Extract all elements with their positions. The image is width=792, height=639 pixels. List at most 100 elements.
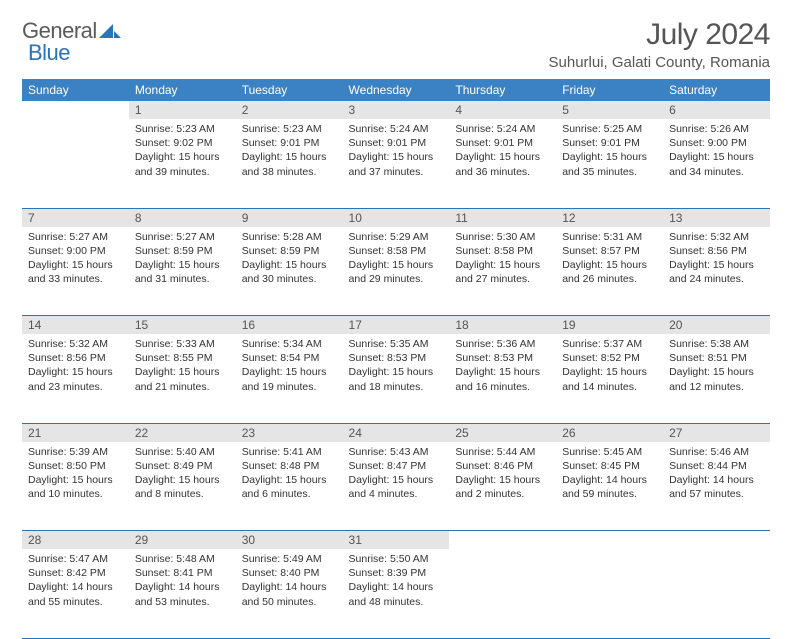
sunset-text: Sunset: 8:45 PM [562, 459, 657, 473]
sunset-text: Sunset: 8:59 PM [135, 244, 230, 258]
sunrise-text: Sunrise: 5:34 AM [242, 337, 337, 351]
daylight-text: Daylight: 15 hours and 33 minutes. [28, 258, 123, 286]
sunrise-text: Sunrise: 5:27 AM [28, 230, 123, 244]
daylight-text: Daylight: 15 hours and 27 minutes. [455, 258, 550, 286]
title-block: July 2024 Suhurlui, Galati County, Roman… [549, 18, 771, 71]
sunrise-text: Sunrise: 5:25 AM [562, 122, 657, 136]
sunrise-text: Sunrise: 5:47 AM [28, 552, 123, 566]
sunset-text: Sunset: 8:42 PM [28, 566, 123, 580]
sunset-text: Sunset: 9:01 PM [562, 136, 657, 150]
sunset-text: Sunset: 8:48 PM [242, 459, 337, 473]
sunset-text: Sunset: 8:44 PM [669, 459, 764, 473]
sunset-text: Sunset: 8:52 PM [562, 351, 657, 365]
sunset-text: Sunset: 8:51 PM [669, 351, 764, 365]
day-number-row: 28293031 [22, 531, 770, 550]
sunrise-text: Sunrise: 5:32 AM [28, 337, 123, 351]
sunset-text: Sunset: 8:56 PM [28, 351, 123, 365]
daylight-text: Daylight: 15 hours and 14 minutes. [562, 365, 657, 393]
day-number [449, 531, 556, 550]
sunset-text: Sunset: 8:55 PM [135, 351, 230, 365]
day-cell: Sunrise: 5:28 AMSunset: 8:59 PMDaylight:… [236, 227, 343, 316]
day-number: 20 [663, 316, 770, 335]
day-cell: Sunrise: 5:32 AMSunset: 8:56 PMDaylight:… [22, 334, 129, 423]
day-number: 3 [343, 101, 450, 119]
weekday-header: Monday [129, 79, 236, 101]
sunrise-text: Sunrise: 5:39 AM [28, 445, 123, 459]
day-cell: Sunrise: 5:39 AMSunset: 8:50 PMDaylight:… [22, 442, 129, 531]
daylight-text: Daylight: 15 hours and 12 minutes. [669, 365, 764, 393]
day-cell: Sunrise: 5:23 AMSunset: 9:01 PMDaylight:… [236, 119, 343, 208]
daylight-text: Daylight: 15 hours and 16 minutes. [455, 365, 550, 393]
sunrise-text: Sunrise: 5:41 AM [242, 445, 337, 459]
day-number: 26 [556, 423, 663, 442]
sunrise-text: Sunrise: 5:24 AM [455, 122, 550, 136]
daylight-text: Daylight: 15 hours and 24 minutes. [669, 258, 764, 286]
day-content-row: Sunrise: 5:39 AMSunset: 8:50 PMDaylight:… [22, 442, 770, 531]
daylight-text: Daylight: 15 hours and 10 minutes. [28, 473, 123, 501]
sunset-text: Sunset: 8:58 PM [349, 244, 444, 258]
sunset-text: Sunset: 8:54 PM [242, 351, 337, 365]
weekday-header: Wednesday [343, 79, 450, 101]
day-number: 16 [236, 316, 343, 335]
day-number: 17 [343, 316, 450, 335]
daylight-text: Daylight: 15 hours and 18 minutes. [349, 365, 444, 393]
day-number [22, 101, 129, 119]
day-cell: Sunrise: 5:26 AMSunset: 9:00 PMDaylight:… [663, 119, 770, 208]
logo-sail-icon [99, 22, 121, 40]
sunset-text: Sunset: 8:59 PM [242, 244, 337, 258]
daylight-text: Daylight: 14 hours and 50 minutes. [242, 580, 337, 608]
day-cell: Sunrise: 5:40 AMSunset: 8:49 PMDaylight:… [129, 442, 236, 531]
sunset-text: Sunset: 8:58 PM [455, 244, 550, 258]
sunrise-text: Sunrise: 5:32 AM [669, 230, 764, 244]
day-number [663, 531, 770, 550]
daylight-text: Daylight: 15 hours and 21 minutes. [135, 365, 230, 393]
sunrise-text: Sunrise: 5:40 AM [135, 445, 230, 459]
sunset-text: Sunset: 8:39 PM [349, 566, 444, 580]
day-number-row: 123456 [22, 101, 770, 119]
day-number: 23 [236, 423, 343, 442]
sunrise-text: Sunrise: 5:48 AM [135, 552, 230, 566]
weekday-header: Saturday [663, 79, 770, 101]
daylight-text: Daylight: 14 hours and 55 minutes. [28, 580, 123, 608]
daylight-text: Daylight: 15 hours and 2 minutes. [455, 473, 550, 501]
day-cell [449, 549, 556, 638]
sunrise-text: Sunrise: 5:27 AM [135, 230, 230, 244]
sunset-text: Sunset: 8:53 PM [455, 351, 550, 365]
daylight-text: Daylight: 15 hours and 29 minutes. [349, 258, 444, 286]
day-number: 1 [129, 101, 236, 119]
daylight-text: Daylight: 15 hours and 39 minutes. [135, 150, 230, 178]
daylight-text: Daylight: 15 hours and 34 minutes. [669, 150, 764, 178]
day-number: 29 [129, 531, 236, 550]
day-number-row: 78910111213 [22, 208, 770, 227]
day-cell: Sunrise: 5:30 AMSunset: 8:58 PMDaylight:… [449, 227, 556, 316]
daylight-text: Daylight: 15 hours and 8 minutes. [135, 473, 230, 501]
daylight-text: Daylight: 15 hours and 36 minutes. [455, 150, 550, 178]
day-cell: Sunrise: 5:31 AMSunset: 8:57 PMDaylight:… [556, 227, 663, 316]
day-number: 18 [449, 316, 556, 335]
sunset-text: Sunset: 8:50 PM [28, 459, 123, 473]
sunrise-text: Sunrise: 5:45 AM [562, 445, 657, 459]
sunset-text: Sunset: 9:01 PM [349, 136, 444, 150]
weekday-header: Sunday [22, 79, 129, 101]
weekday-header: Tuesday [236, 79, 343, 101]
sunrise-text: Sunrise: 5:33 AM [135, 337, 230, 351]
day-cell: Sunrise: 5:47 AMSunset: 8:42 PMDaylight:… [22, 549, 129, 638]
day-number: 24 [343, 423, 450, 442]
daylight-text: Daylight: 15 hours and 4 minutes. [349, 473, 444, 501]
day-cell: Sunrise: 5:33 AMSunset: 8:55 PMDaylight:… [129, 334, 236, 423]
sunrise-text: Sunrise: 5:44 AM [455, 445, 550, 459]
day-number: 7 [22, 208, 129, 227]
calendar-header-row: SundayMondayTuesdayWednesdayThursdayFrid… [22, 79, 770, 101]
calendar: SundayMondayTuesdayWednesdayThursdayFrid… [22, 79, 770, 639]
day-cell: Sunrise: 5:35 AMSunset: 8:53 PMDaylight:… [343, 334, 450, 423]
sunset-text: Sunset: 8:56 PM [669, 244, 764, 258]
month-title: July 2024 [549, 18, 771, 52]
day-number: 10 [343, 208, 450, 227]
sunset-text: Sunset: 9:02 PM [135, 136, 230, 150]
logo-word-2: Blue [28, 40, 70, 66]
sunset-text: Sunset: 9:00 PM [28, 244, 123, 258]
day-cell: Sunrise: 5:23 AMSunset: 9:02 PMDaylight:… [129, 119, 236, 208]
sunrise-text: Sunrise: 5:31 AM [562, 230, 657, 244]
day-cell: Sunrise: 5:27 AMSunset: 8:59 PMDaylight:… [129, 227, 236, 316]
sunrise-text: Sunrise: 5:24 AM [349, 122, 444, 136]
